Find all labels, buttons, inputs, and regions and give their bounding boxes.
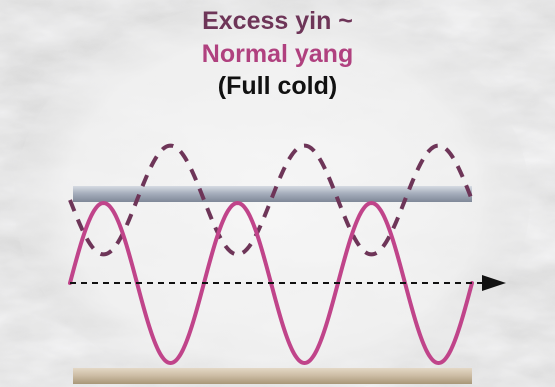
axis-arrow-head [482, 275, 506, 291]
title-excess-yin: Excess yin ~ [202, 7, 353, 35]
title-full-cold: (Full cold) [217, 72, 338, 100]
lower-bar [73, 368, 472, 384]
yang-wave-dashed [68, 143, 474, 257]
title-normal-yang: Normal yang [201, 40, 354, 68]
